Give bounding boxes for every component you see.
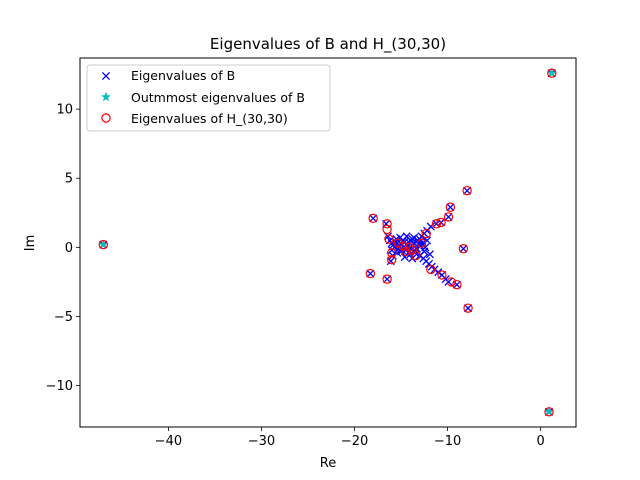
point-eigenvalue-h xyxy=(416,238,427,248)
point-eigenvalue-b xyxy=(423,236,432,245)
point-eigenvalue-h xyxy=(436,217,446,228)
point-eigenvalue-b xyxy=(420,247,429,256)
point-outmost-eigenvalue xyxy=(546,67,557,78)
legend-marker-glyph xyxy=(101,71,111,81)
plot-frame xyxy=(79,57,577,428)
point-eigenvalue-b xyxy=(366,269,375,278)
point-eigenvalue-h xyxy=(462,185,472,196)
legend-marker-star xyxy=(100,91,112,102)
point-eigenvalue-h xyxy=(421,228,431,239)
point-eigenvalue-h xyxy=(398,241,408,251)
point-outmost-eigenvalue xyxy=(543,406,555,417)
y-tick-label: −10 xyxy=(46,379,73,394)
y-axis-ticks: −10 −5 0 5 10 xyxy=(46,103,80,394)
legend-marker-glyph xyxy=(101,113,111,123)
legend: Eigenvalues of B Outmmost eigenvalues of… xyxy=(86,64,331,132)
point-eigenvalue-b xyxy=(387,246,396,255)
point-eigenvalue-b xyxy=(444,212,453,221)
point-eigenvalue-b xyxy=(369,214,378,223)
point-eigenvalue-b xyxy=(446,203,455,212)
point-outmost-eigenvalue xyxy=(98,239,109,249)
legend-box xyxy=(86,64,331,132)
y-tick-label: 0 xyxy=(65,241,73,256)
point-eigenvalue-h xyxy=(452,279,462,290)
legend-label-eigenvalues-h: Eigenvalues of H_(30,30) xyxy=(131,111,288,126)
point-eigenvalue-b xyxy=(383,232,393,241)
point-eigenvalue-b xyxy=(410,233,419,242)
point-eigenvalue-h xyxy=(463,303,473,313)
point-eigenvalue-h xyxy=(426,264,436,275)
point-eigenvalue-b xyxy=(452,280,461,289)
point-eigenvalue-h xyxy=(384,234,394,244)
point-eigenvalue-h xyxy=(98,239,108,250)
y-tick-label: 5 xyxy=(65,172,73,187)
point-eigenvalue-h xyxy=(437,270,447,280)
y-tick-label: 10 xyxy=(56,103,73,118)
point-eigenvalue-b xyxy=(402,232,411,241)
x-tick-label: −30 xyxy=(248,434,275,449)
point-eigenvalue-h xyxy=(445,202,456,212)
point-eigenvalue-h xyxy=(446,277,457,287)
point-eigenvalue-h xyxy=(411,250,421,261)
point-eigenvalue-b xyxy=(425,250,434,259)
point-eigenvalue-h xyxy=(544,407,554,417)
x-tick-label: −20 xyxy=(341,434,368,449)
point-eigenvalue-h xyxy=(365,268,376,279)
legend-marker-x xyxy=(101,71,111,81)
x-axis-label: Re xyxy=(320,456,336,471)
point-eigenvalue-h xyxy=(387,255,397,265)
x-tick-label: −10 xyxy=(434,434,461,449)
point-eigenvalue-h xyxy=(547,68,557,78)
point-eigenvalue-b xyxy=(463,186,472,195)
point-eigenvalue-b xyxy=(463,304,473,313)
point-eigenvalue-h xyxy=(393,238,403,248)
legend-label-eigenvalues-b: Eigenvalues of B xyxy=(131,68,235,83)
point-eigenvalue-h xyxy=(431,219,442,229)
x-tick-label: −40 xyxy=(155,434,182,449)
point-eigenvalue-h xyxy=(387,248,397,258)
point-eigenvalue-h xyxy=(382,274,392,284)
point-eigenvalue-h xyxy=(368,213,378,224)
point-eigenvalue-h xyxy=(458,244,469,254)
legend-label-outmost-eigenvalues: Outmmost eigenvalues of B xyxy=(131,90,305,105)
point-eigenvalue-h xyxy=(382,219,392,229)
plot-marks xyxy=(98,67,557,417)
chart-title: Eigenvalues of B and H_(30,30) xyxy=(210,35,446,54)
point-eigenvalue-h xyxy=(443,212,454,222)
point-eigenvalue-b xyxy=(383,275,392,284)
x-axis-ticks: −40 −30 −20 −10 0 xyxy=(155,427,545,449)
point-eigenvalue-b xyxy=(444,277,453,286)
x-tick-label: 0 xyxy=(536,434,544,449)
legend-marker-circle xyxy=(101,113,111,123)
y-tick-label: −5 xyxy=(54,310,73,325)
y-axis-label: Im xyxy=(23,235,38,252)
point-eigenvalue-h xyxy=(404,242,415,253)
point-eigenvalue-b xyxy=(459,244,468,253)
legend-marker-glyph xyxy=(100,91,112,102)
point-eigenvalue-h xyxy=(382,224,392,235)
